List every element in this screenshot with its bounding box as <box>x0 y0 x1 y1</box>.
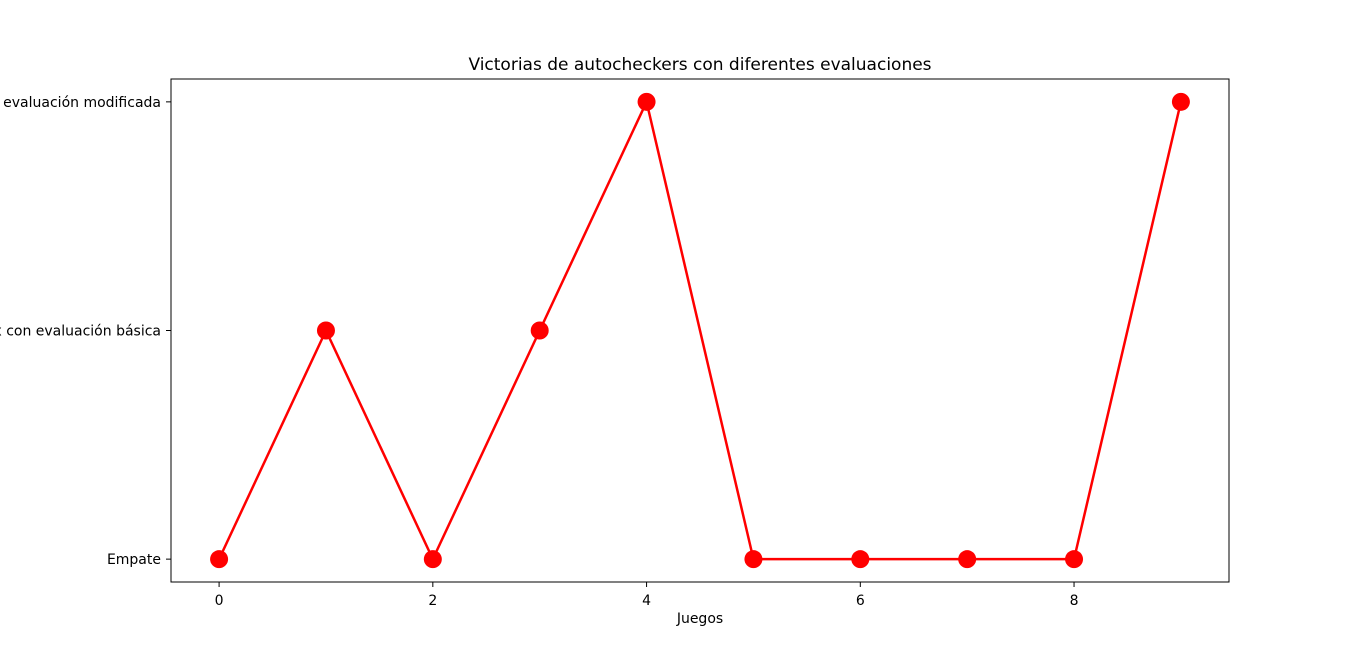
y-tick-label: evaluación modificada <box>3 95 161 111</box>
x-tick-label: 6 <box>856 593 865 609</box>
data-point-marker <box>316 321 335 340</box>
data-point-marker <box>637 92 656 111</box>
y-tick-label: x con evaluación básica <box>0 324 161 340</box>
series-layer <box>210 92 1190 569</box>
x-tick-label: 4 <box>642 593 651 609</box>
chart-title: Victorias de autocheckers con diferentes… <box>468 55 931 75</box>
data-point-marker <box>210 550 229 569</box>
data-point-marker <box>851 550 870 569</box>
x-axis-ticks: 0 2 4 6 8 <box>215 582 1079 609</box>
series-line <box>217 100 1183 561</box>
data-point-marker <box>530 321 549 340</box>
data-point-marker <box>744 550 763 569</box>
y-tick-label: Empate <box>107 552 161 568</box>
data-point-marker <box>1171 92 1190 111</box>
x-tick-label: 8 <box>1070 593 1079 609</box>
data-point-marker <box>958 550 977 569</box>
data-point-marker <box>1065 550 1084 569</box>
x-axis-label: Juegos <box>676 611 723 627</box>
data-point-marker <box>423 550 442 569</box>
x-tick-label: 0 <box>215 593 224 609</box>
x-tick-label: 2 <box>428 593 437 609</box>
y-axis-ticks: Empate x con evaluación básica evaluación… <box>0 95 171 568</box>
